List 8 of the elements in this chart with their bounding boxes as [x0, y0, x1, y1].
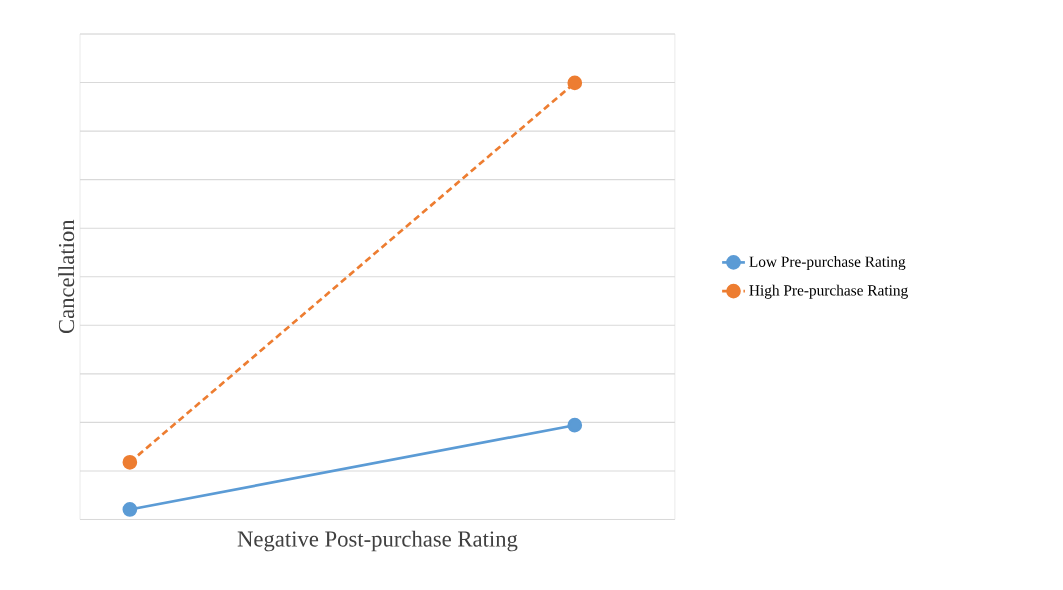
legend-label: Low Pre-purchase Rating: [749, 256, 906, 271]
point: [567, 75, 583, 91]
point: [122, 455, 138, 470]
legend-label: High Pre-purchase Rating: [749, 284, 908, 299]
y-axis-title: Cancellation: [58, 220, 75, 334]
x-axis-title: Negative Post-purchase Rating: [237, 530, 518, 552]
point: [567, 418, 583, 433]
point: [122, 502, 138, 518]
